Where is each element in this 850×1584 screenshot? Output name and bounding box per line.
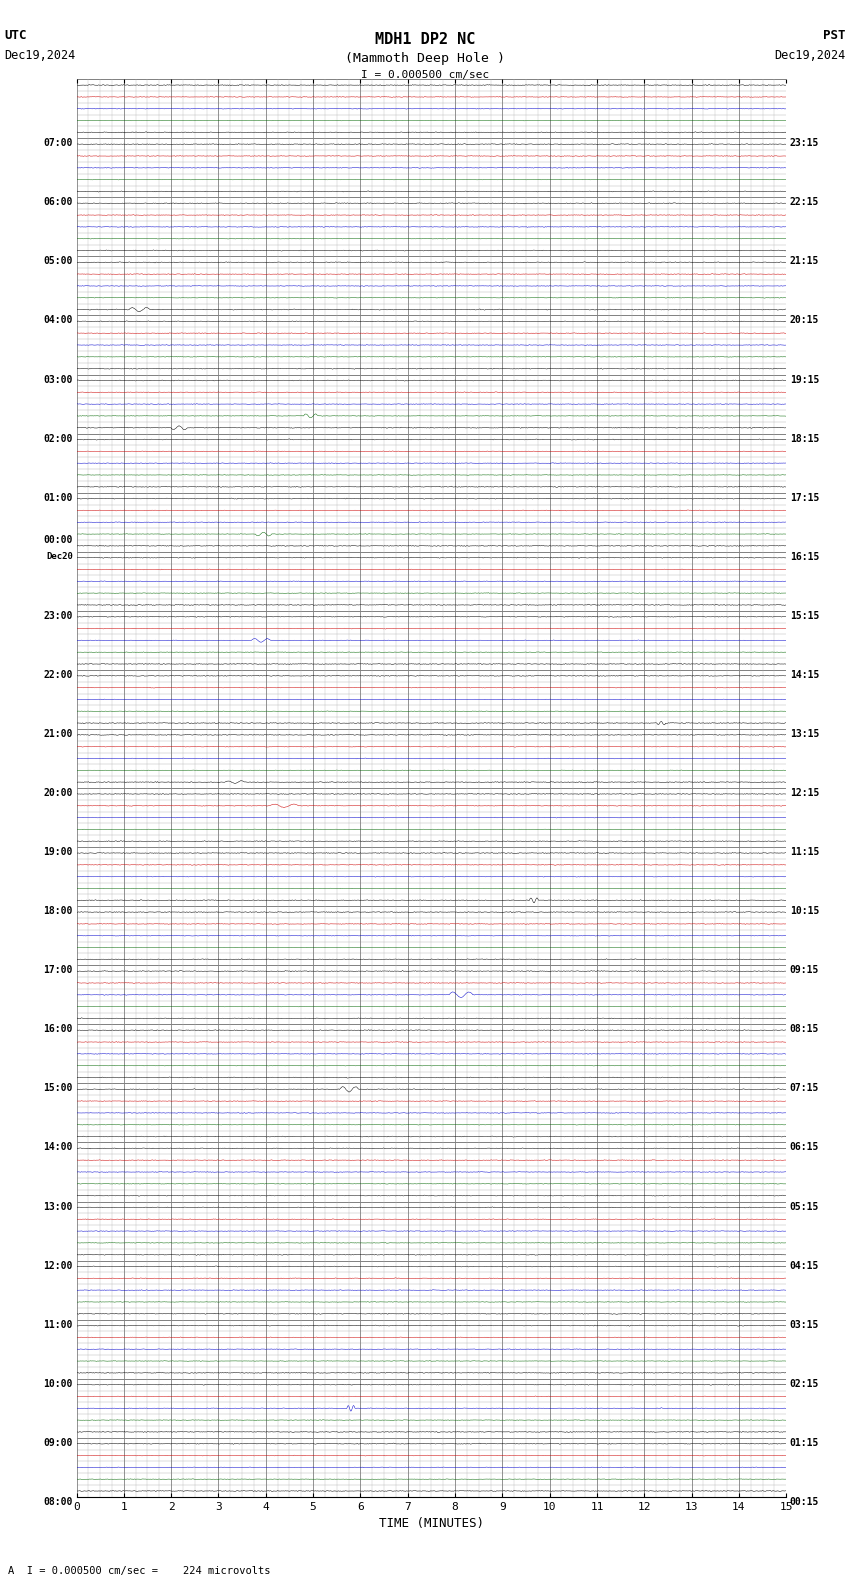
- Text: 00:15: 00:15: [790, 1497, 819, 1506]
- Text: 18:00: 18:00: [43, 906, 73, 916]
- Text: 09:00: 09:00: [43, 1438, 73, 1448]
- Text: 07:15: 07:15: [790, 1083, 819, 1093]
- Text: Dec19,2024: Dec19,2024: [774, 49, 846, 62]
- Text: 22:15: 22:15: [790, 198, 819, 208]
- Text: 08:15: 08:15: [790, 1025, 819, 1034]
- Text: 16:15: 16:15: [790, 551, 819, 562]
- Text: 17:15: 17:15: [790, 493, 819, 502]
- Text: 20:15: 20:15: [790, 315, 819, 325]
- Text: 10:00: 10:00: [43, 1378, 73, 1389]
- Text: 16:00: 16:00: [43, 1025, 73, 1034]
- Text: 06:15: 06:15: [790, 1142, 819, 1153]
- Text: 19:00: 19:00: [43, 847, 73, 857]
- Text: 11:00: 11:00: [43, 1319, 73, 1329]
- Text: 20:00: 20:00: [43, 789, 73, 798]
- Text: 14:00: 14:00: [43, 1142, 73, 1153]
- Text: (Mammoth Deep Hole ): (Mammoth Deep Hole ): [345, 52, 505, 65]
- Text: 23:00: 23:00: [43, 611, 73, 621]
- Text: 21:15: 21:15: [790, 257, 819, 266]
- Text: Dec19,2024: Dec19,2024: [4, 49, 76, 62]
- Text: 04:00: 04:00: [43, 315, 73, 325]
- Text: 10:15: 10:15: [790, 906, 819, 916]
- Text: 18:15: 18:15: [790, 434, 819, 444]
- Text: UTC: UTC: [4, 29, 26, 41]
- Text: 13:00: 13:00: [43, 1202, 73, 1212]
- Text: 11:15: 11:15: [790, 847, 819, 857]
- Text: 15:00: 15:00: [43, 1083, 73, 1093]
- Text: 05:00: 05:00: [43, 257, 73, 266]
- Text: 01:00: 01:00: [43, 493, 73, 502]
- Text: 02:00: 02:00: [43, 434, 73, 444]
- Text: PST: PST: [824, 29, 846, 41]
- Text: Dec20: Dec20: [46, 551, 73, 561]
- Text: 09:15: 09:15: [790, 965, 819, 976]
- Text: 13:15: 13:15: [790, 729, 819, 740]
- Text: 01:15: 01:15: [790, 1438, 819, 1448]
- Text: 02:15: 02:15: [790, 1378, 819, 1389]
- Text: 22:00: 22:00: [43, 670, 73, 680]
- Text: 21:00: 21:00: [43, 729, 73, 740]
- Text: 23:15: 23:15: [790, 138, 819, 149]
- Text: 03:00: 03:00: [43, 374, 73, 385]
- Text: A  I = 0.000500 cm/sec =    224 microvolts: A I = 0.000500 cm/sec = 224 microvolts: [8, 1567, 271, 1576]
- Text: 00:00: 00:00: [43, 535, 73, 545]
- Text: 14:15: 14:15: [790, 670, 819, 680]
- Text: 15:15: 15:15: [790, 611, 819, 621]
- Text: 17:00: 17:00: [43, 965, 73, 976]
- Text: 06:00: 06:00: [43, 198, 73, 208]
- X-axis label: TIME (MINUTES): TIME (MINUTES): [379, 1517, 484, 1530]
- Text: MDH1 DP2 NC: MDH1 DP2 NC: [375, 32, 475, 46]
- Text: 12:00: 12:00: [43, 1261, 73, 1270]
- Text: 08:00: 08:00: [43, 1497, 73, 1506]
- Text: 12:15: 12:15: [790, 789, 819, 798]
- Text: I = 0.000500 cm/sec: I = 0.000500 cm/sec: [361, 70, 489, 79]
- Text: 19:15: 19:15: [790, 374, 819, 385]
- Text: 07:00: 07:00: [43, 138, 73, 149]
- Text: 05:15: 05:15: [790, 1202, 819, 1212]
- Text: 04:15: 04:15: [790, 1261, 819, 1270]
- Text: 03:15: 03:15: [790, 1319, 819, 1329]
